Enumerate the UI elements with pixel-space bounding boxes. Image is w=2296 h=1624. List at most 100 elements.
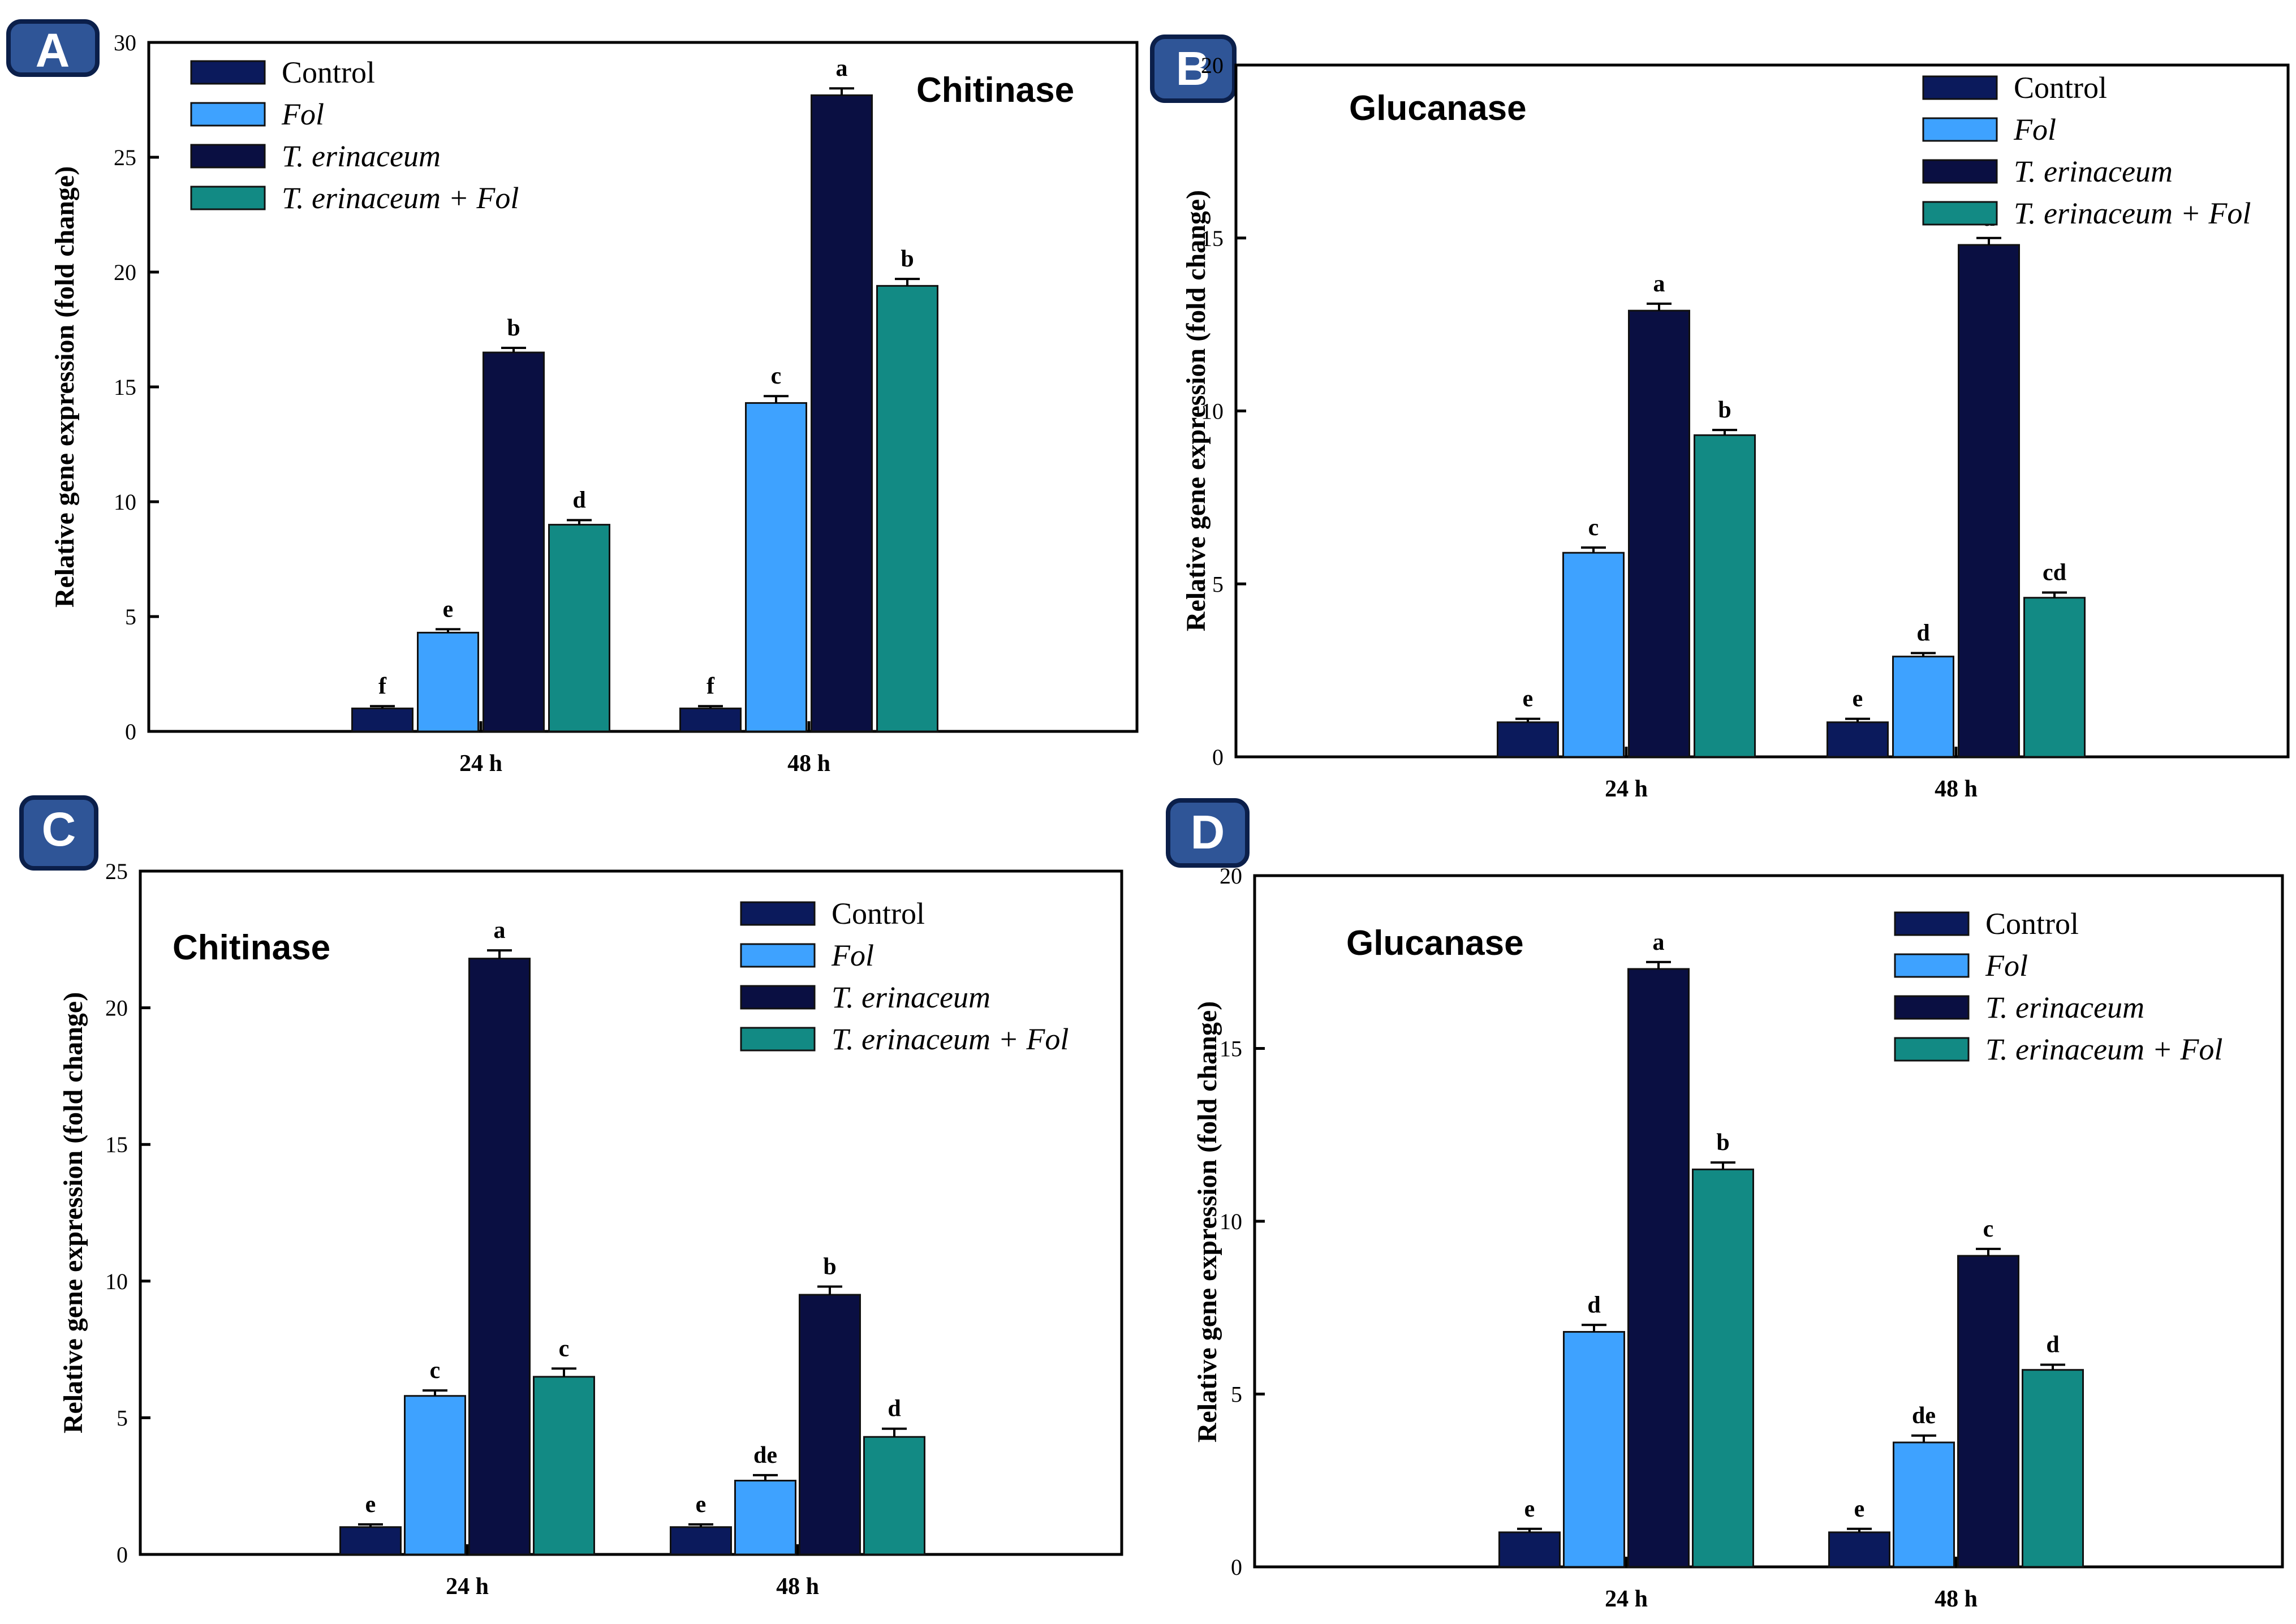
- legend-label: Fol: [281, 97, 324, 131]
- legend-label: T. erinaceum + Fol: [1985, 1032, 2222, 1066]
- x-tick-label: 48 h: [1935, 1586, 1978, 1612]
- significance-label: de: [753, 1442, 777, 1468]
- bar-t-erinaceum-fol-24h: [1692, 1168, 1754, 1568]
- y-tick-label: 20: [1220, 863, 1242, 889]
- bar-fol-48h: [1892, 656, 1954, 758]
- y-axis-label: Relative gene expression (fold change): [50, 166, 80, 608]
- x-tick-label: 24 h: [446, 1574, 489, 1600]
- bar-t-erinaceum-fol-24h: [533, 1376, 595, 1556]
- legend-label: T. erinaceum: [832, 980, 990, 1014]
- y-axis-label: Relative gene expression (fold change): [1181, 190, 1211, 631]
- legend-swatch-t-erinaceum: [740, 985, 816, 1010]
- chart-title: Glucanase: [1349, 89, 1527, 128]
- y-axis-label: Relative gene expression (fold change): [1192, 1001, 1222, 1442]
- significance-label: d: [2046, 1332, 2059, 1358]
- bar-control-48h: [1827, 721, 1889, 758]
- bar-t-erinaceum-24h: [1627, 968, 1690, 1568]
- significance-label: c: [1588, 515, 1599, 541]
- significance-label: a: [1653, 929, 1665, 955]
- y-tick-label: 5: [117, 1405, 128, 1431]
- significance-label: f: [378, 673, 387, 699]
- x-tick-label: 24 h: [459, 751, 502, 777]
- bar-t-erinaceum-24h: [483, 351, 545, 733]
- bar-t-erinaceum-fol-24h: [548, 524, 610, 733]
- bar-fol-24h: [417, 631, 479, 733]
- legend-swatch-t-erinaceum-fol: [190, 186, 266, 210]
- legend-label: T. erinaceum + Fol: [832, 1022, 1069, 1056]
- legend-swatch-t-erinaceum-fol: [1922, 201, 1998, 226]
- significance-label: d: [1587, 1292, 1600, 1318]
- panel-badge: [19, 795, 98, 871]
- panel-letter: C: [42, 803, 76, 856]
- significance-label: e: [1854, 1496, 1865, 1522]
- legend-swatch-t-erinaceum: [190, 144, 266, 169]
- x-tick-label: 48 h: [776, 1574, 819, 1600]
- bar-control-24h: [1498, 1531, 1561, 1568]
- legend-swatch-fol: [1922, 117, 1998, 142]
- y-tick-label: 0: [117, 1542, 128, 1567]
- significance-label: e: [1524, 1496, 1535, 1522]
- significance-label: c: [559, 1336, 570, 1362]
- legend-swatch-t-erinaceum-fol: [740, 1027, 816, 1052]
- y-tick-label: 20: [105, 996, 128, 1021]
- bar-t-erinaceum-fol-24h: [1694, 434, 1756, 758]
- legend-swatch-t-erinaceum: [1894, 995, 1970, 1020]
- panel-letter: D: [1191, 805, 1225, 859]
- y-tick-label: 25: [114, 145, 136, 170]
- bar-fol-48h: [734, 1480, 796, 1556]
- bar-t-erinaceum-fol-48h: [2022, 1369, 2084, 1568]
- significance-label: f: [707, 673, 715, 699]
- bar-t-erinaceum-fol-48h: [876, 285, 938, 733]
- significance-label: b: [901, 246, 914, 272]
- significance-label: a: [1653, 271, 1665, 297]
- chart-panel-a: A 0 5 10 15 20 25 30 Relative gene expression (f…: [6, 19, 1139, 777]
- bar-t-erinaceum-fol-48h: [2023, 597, 2086, 758]
- legend-label: T. erinaceum + Fol: [282, 181, 519, 215]
- significance-label: e: [1523, 686, 1533, 712]
- y-tick-label: 15: [1220, 1036, 1242, 1062]
- significance-label: b: [1718, 397, 1731, 423]
- bar-control-24h: [339, 1526, 402, 1556]
- chart-panel-d: D 0 5 10 15 20 Relative gene expression (fold …: [1166, 798, 2284, 1612]
- y-tick-label: 20: [1201, 53, 1224, 78]
- significance-label: e: [365, 1492, 376, 1518]
- bar-t-erinaceum-fol-48h: [863, 1436, 925, 1556]
- y-tick-label: 5: [125, 604, 136, 630]
- panel-badge: [1166, 798, 1250, 868]
- chart-title: Glucanase: [1346, 924, 1524, 963]
- bar-t-erinaceum-48h: [811, 94, 873, 733]
- significance-label: c: [771, 363, 782, 389]
- panel-badge: [6, 19, 100, 77]
- bar-fol-48h: [1893, 1441, 1955, 1568]
- y-tick-label: 0: [1231, 1554, 1242, 1580]
- y-tick-label: 15: [114, 374, 136, 400]
- legend-swatch-control: [190, 60, 266, 85]
- legend-swatch-t-erinaceum-fol: [1894, 1037, 1970, 1062]
- y-tick-label: 15: [1201, 226, 1224, 251]
- significance-label: b: [823, 1253, 836, 1280]
- significance-label: de: [1912, 1403, 1936, 1429]
- x-tick-label: 24 h: [1605, 1586, 1648, 1612]
- bar-control-48h: [679, 707, 742, 733]
- significance-label: b: [1716, 1130, 1729, 1156]
- legend-label: Control: [1985, 907, 2079, 941]
- legend-label: T. erinaceum: [282, 139, 441, 173]
- x-tick-label: 24 h: [1605, 776, 1648, 802]
- plot-frame: [1253, 874, 2284, 1569]
- significance-label: d: [572, 487, 585, 513]
- bar-fol-24h: [404, 1395, 466, 1556]
- y-tick-label: 20: [114, 260, 136, 285]
- bar-t-erinaceum-48h: [1957, 1255, 2019, 1568]
- bar-t-erinaceum-48h: [1958, 244, 2020, 758]
- significance-label: a: [836, 55, 848, 81]
- x-tick-label: 48 h: [1935, 776, 1978, 802]
- significance-label: a: [494, 917, 506, 944]
- x-tick-label: 48 h: [787, 751, 830, 777]
- bar-fol-24h: [1563, 1331, 1625, 1568]
- y-tick-label: 10: [1201, 399, 1224, 424]
- legend-swatch-fol: [190, 102, 266, 127]
- legend-swatch-fol: [740, 943, 816, 968]
- chart-title: Chitinase: [916, 71, 1074, 110]
- significance-label: e: [1853, 686, 1863, 712]
